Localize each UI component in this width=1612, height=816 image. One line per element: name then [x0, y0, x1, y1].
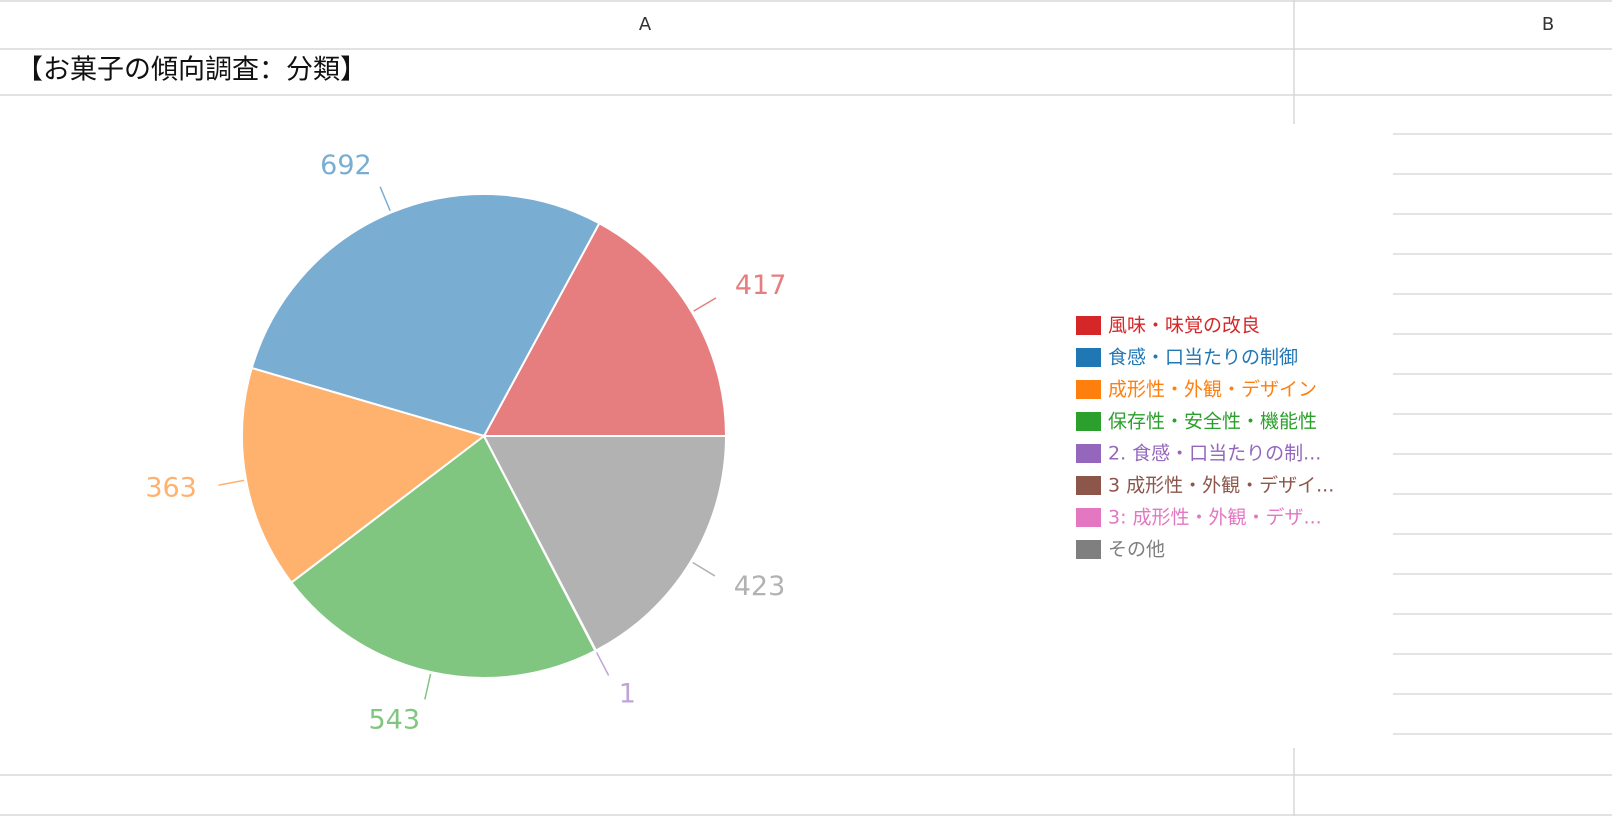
- pie-slice: [241, 366, 487, 584]
- pie-slice: [290, 434, 597, 679]
- pie-slice: [482, 435, 728, 652]
- legend-swatch: [1076, 316, 1101, 335]
- legend-swatch: [1076, 444, 1101, 463]
- leader-line: [693, 297, 717, 312]
- leader-line: [692, 561, 716, 577]
- data-label: 423: [734, 571, 786, 602]
- legend-label: 3 成形性・外観・デザイ...: [1108, 475, 1334, 497]
- legend-label: 食感・口当たりの制御: [1108, 347, 1298, 369]
- title-cell[interactable]: 【お菓子の傾向調査：分類】: [16, 55, 367, 86]
- pie-slice: [250, 193, 601, 438]
- leader-line: [424, 673, 432, 700]
- data-label: 543: [368, 704, 420, 735]
- legend-label: 風味・味覚の改良: [1108, 315, 1260, 337]
- legend-swatch: [1076, 508, 1101, 527]
- leader-line: [218, 479, 245, 486]
- legend-swatch: [1076, 412, 1101, 431]
- column-header[interactable]: A: [639, 14, 652, 35]
- legend-label: 3: 成形性・外観・デザ...: [1108, 507, 1322, 529]
- leader-line: [595, 652, 610, 676]
- pie-chart: 417 692 363 543 1 423 風味・味覚の改良食感・口当たりの制御成形性・外観…: [145, 150, 1334, 735]
- legend-label: 保存性・安全性・機能性: [1108, 411, 1317, 433]
- row-lines: [1393, 133, 1612, 735]
- data-label: 1: [619, 679, 636, 710]
- legend-swatch: [1076, 380, 1101, 399]
- data-label: 363: [145, 473, 197, 504]
- legend-label: 2. 食感・口当たりの制...: [1108, 443, 1321, 465]
- legend-label: 成形性・外観・デザイン: [1108, 379, 1317, 401]
- legend-swatch: [1076, 540, 1101, 559]
- pie-slice: [482, 221, 728, 437]
- column-header[interactable]: B: [1542, 14, 1554, 35]
- data-label: 417: [735, 270, 787, 301]
- legend-swatch: [1076, 476, 1101, 495]
- legend-label: その他: [1108, 539, 1165, 561]
- leader-line: [379, 186, 391, 212]
- legend-swatch: [1076, 348, 1101, 367]
- data-label: 692: [320, 150, 372, 181]
